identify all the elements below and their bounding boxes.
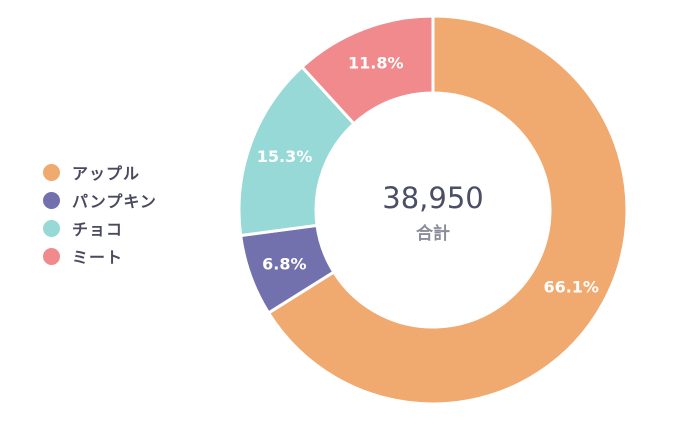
legend-label: ミート [72, 248, 124, 267]
legend-item[interactable]: アップル [43, 158, 157, 186]
slice-label-0: 66.1% [543, 278, 599, 297]
legend-item[interactable]: チョコ [43, 214, 157, 242]
center-total-label: 合計 [416, 223, 450, 244]
legend-label: チョコ [72, 220, 124, 239]
slice-0[interactable] [266, 14, 629, 406]
slice-label-2: 15.3% [257, 147, 313, 166]
legend-swatch [43, 191, 60, 209]
slice-label-1: 6.8% [262, 255, 306, 274]
legend: アップルパンプキンチョコミート [43, 158, 157, 270]
center-total-value: 38,950 [382, 181, 483, 215]
legend-swatch [43, 247, 60, 265]
legend-swatch [43, 219, 60, 237]
legend-label: アップル [72, 164, 141, 183]
legend-item[interactable]: ミート [43, 242, 157, 270]
slice-3[interactable] [299, 14, 435, 126]
legend-item[interactable]: パンプキン [43, 186, 157, 214]
legend-label: パンプキン [72, 192, 157, 211]
slice-label-3: 11.8% [348, 54, 404, 73]
legend-swatch [43, 163, 60, 181]
